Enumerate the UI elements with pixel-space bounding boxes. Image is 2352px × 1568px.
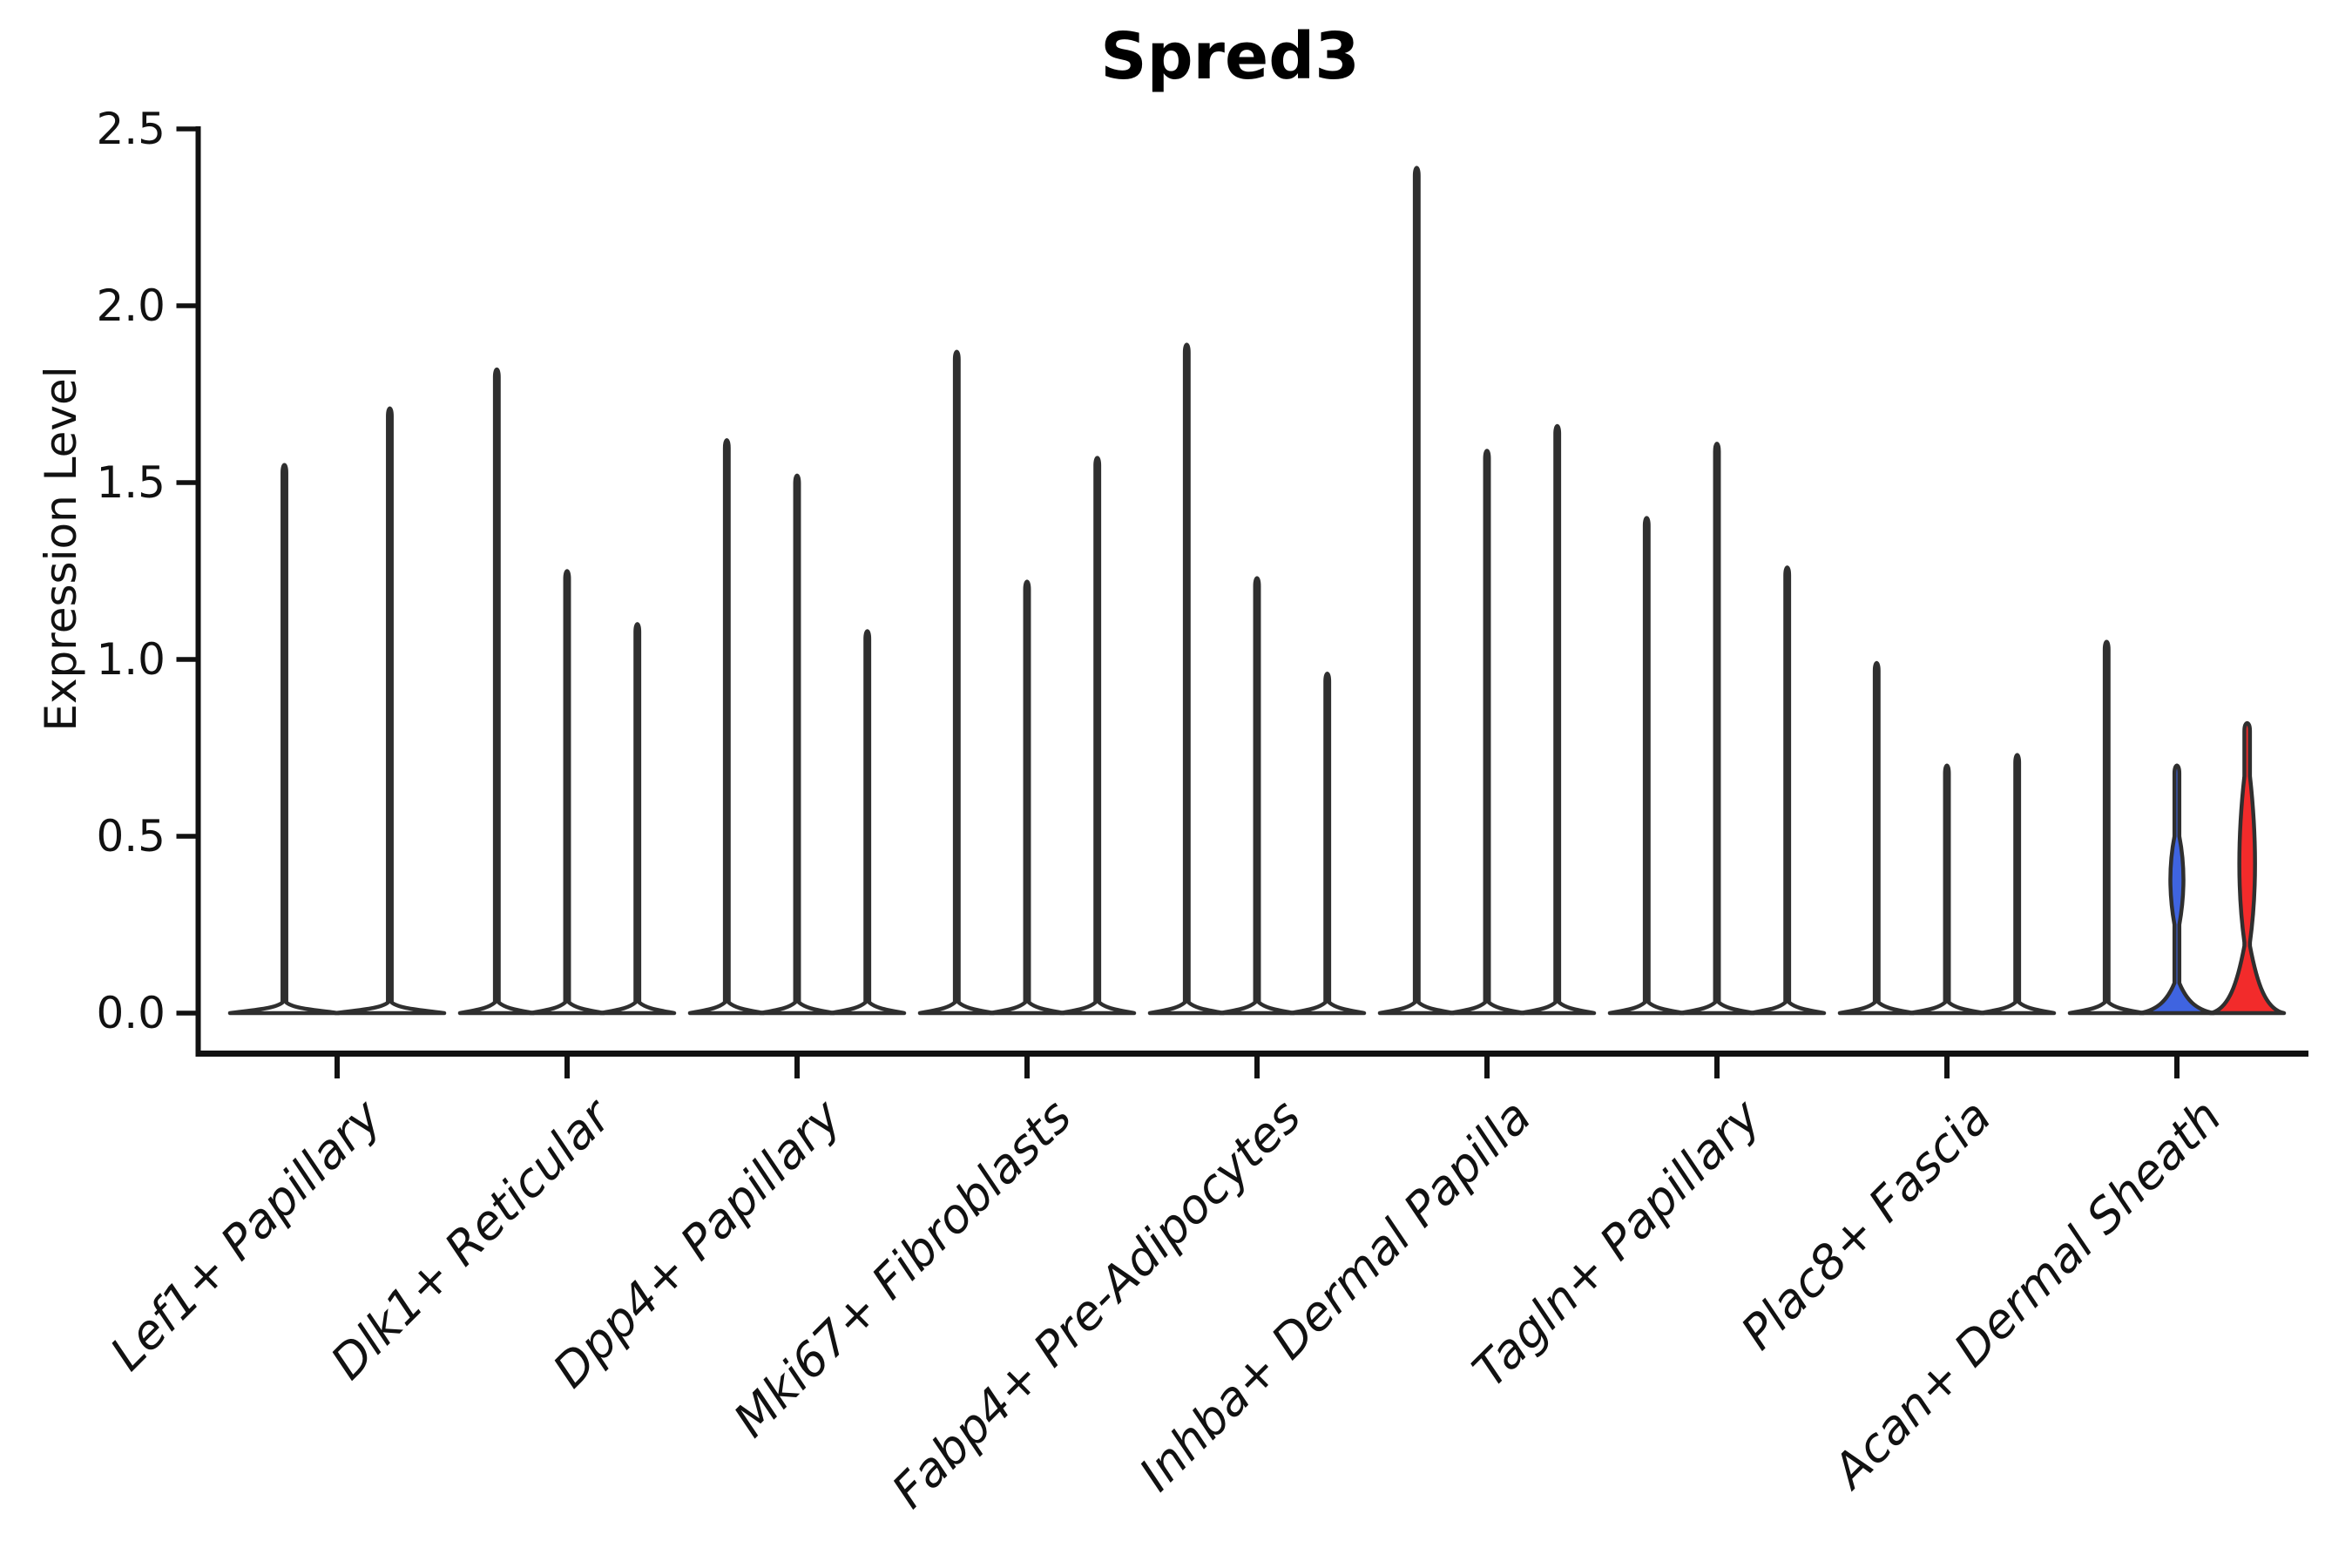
violin — [1678, 442, 1756, 1016]
violin — [1218, 576, 1296, 1016]
violin — [598, 622, 677, 1016]
violin — [1518, 423, 1597, 1016]
violin — [1448, 449, 1526, 1016]
violin — [2067, 639, 2146, 1016]
y-tick-label: 2.0 — [96, 280, 166, 331]
y-tick-label: 0.0 — [96, 988, 166, 1038]
violin — [227, 463, 341, 1016]
violin — [528, 569, 606, 1016]
violin — [1607, 516, 1686, 1016]
violin — [917, 349, 996, 1016]
violin — [2208, 720, 2287, 1016]
violin — [828, 629, 907, 1016]
violin — [1837, 660, 1916, 1016]
y-tick-label: 2.5 — [96, 104, 166, 154]
violin — [758, 473, 836, 1016]
y-tick-label: 1.5 — [96, 457, 166, 508]
violin — [1978, 753, 2057, 1016]
violin — [687, 438, 766, 1016]
violin — [333, 406, 447, 1016]
violin — [457, 367, 536, 1016]
y-tick-label: 0.5 — [96, 811, 166, 862]
violin — [1058, 456, 1137, 1016]
y-axis-label: Expression Level — [36, 366, 86, 732]
violin — [1377, 166, 1456, 1016]
violin — [1147, 342, 1226, 1016]
y-tick-label: 1.0 — [96, 634, 166, 685]
chart-title: Spred3 — [1100, 19, 1360, 94]
violin — [1288, 671, 1367, 1016]
violin — [1908, 763, 1986, 1016]
violin — [2138, 763, 2216, 1016]
violin — [988, 579, 1066, 1016]
violin — [1748, 565, 1827, 1016]
